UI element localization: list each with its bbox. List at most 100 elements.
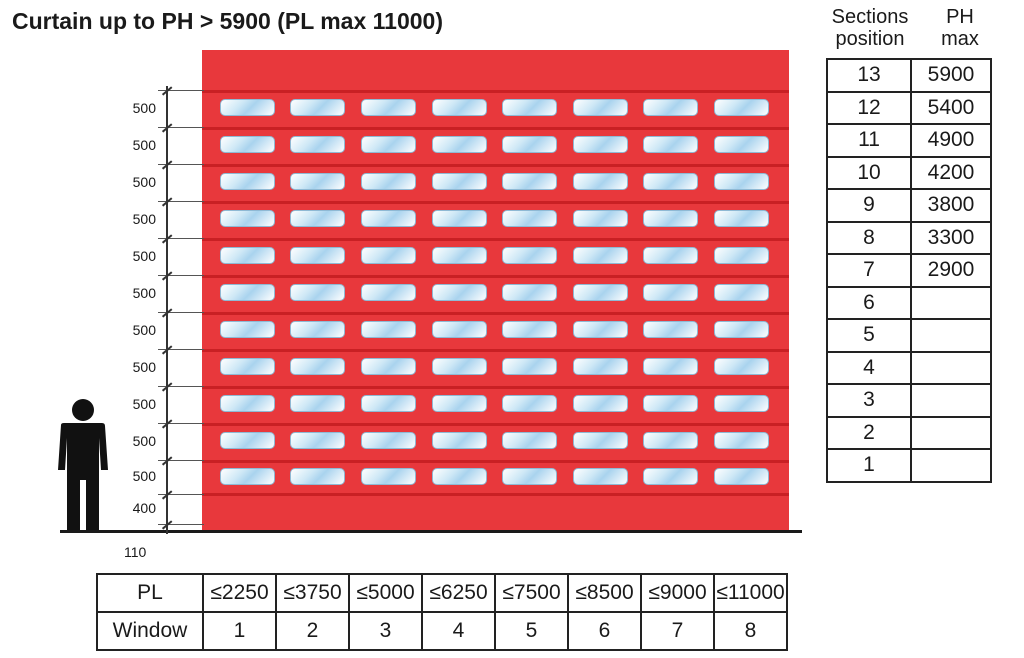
section-position-cell: 12: [826, 90, 912, 125]
dimension-tick: [158, 164, 204, 165]
window-pane: [290, 284, 345, 301]
table-row: 5: [826, 318, 992, 353]
section-position-cell: 10: [826, 155, 912, 190]
ph-max-cell: 4200: [910, 155, 992, 190]
pl-value-cell: ≤5000: [348, 573, 423, 613]
ph-max-cell: 5900: [910, 58, 992, 93]
dimension-label: 500: [132, 321, 156, 338]
window-pane: [714, 247, 769, 264]
section-position-cell: 6: [826, 285, 912, 320]
window-pane: [714, 99, 769, 116]
section-position-cell: 11: [826, 123, 912, 158]
dimension-tick: [158, 349, 204, 350]
window-pane: [643, 395, 698, 412]
table-row: 9 3800: [826, 188, 992, 223]
ph-max-cell: 3300: [910, 220, 992, 255]
ground-line: [60, 530, 802, 533]
ph-max-header: PH max: [920, 6, 1000, 50]
table-row: 4: [826, 350, 992, 385]
pl-row: PL ≤2250 ≤3750 ≤5000 ≤6250 ≤7500 ≤8500 ≤9000 ≤1…: [96, 573, 788, 613]
panel-seam: [202, 127, 789, 130]
table-row: 1: [826, 448, 992, 483]
window-pane: [290, 321, 345, 338]
ph-max-cell: [910, 383, 992, 418]
window-pane: [220, 136, 275, 153]
window-pane: [502, 321, 557, 338]
dimension-label: 500: [132, 247, 156, 264]
window-pane: [361, 99, 416, 116]
dimension-label: 500: [132, 432, 156, 449]
person-icon: [58, 399, 108, 530]
panel-seam: [202, 460, 789, 463]
table-row: 3: [826, 383, 992, 418]
window-pane: [502, 173, 557, 190]
dimension-label: 500: [132, 358, 156, 375]
pl-value-cell: ≤11000: [713, 573, 788, 613]
window-count-cell: 3: [348, 611, 423, 651]
panel-seam: [202, 90, 789, 93]
window-pane: [220, 358, 275, 375]
ph-max-cell: [910, 285, 992, 320]
window-pane: [432, 210, 487, 227]
table-row: 2: [826, 415, 992, 450]
ph-max-cell: [910, 350, 992, 385]
ph-max-cell: 5400: [910, 90, 992, 125]
ph-max-cell: 4900: [910, 123, 992, 158]
table-row: 8 3300: [826, 220, 992, 255]
window-pane: [220, 432, 275, 449]
panel-seam: [202, 201, 789, 204]
window-pane: [361, 210, 416, 227]
window-pane: [502, 284, 557, 301]
dimension-tick: [158, 460, 204, 461]
window-pane: [643, 432, 698, 449]
window-pane: [432, 247, 487, 264]
sections-header-line1: Sections: [831, 6, 909, 28]
table-row: 6: [826, 285, 992, 320]
window-pane: [290, 210, 345, 227]
window-pane: [361, 468, 416, 485]
window-pane: [361, 432, 416, 449]
window-pane: [432, 432, 487, 449]
window-pane: [714, 321, 769, 338]
window-pane: [290, 99, 345, 116]
window-pane: [573, 284, 628, 301]
ph-max-cell: [910, 448, 992, 483]
window-pane: [220, 173, 275, 190]
window-pane: [290, 136, 345, 153]
window-pane: [290, 247, 345, 264]
dimension-tick: [158, 201, 204, 202]
section-position-cell: 13: [826, 58, 912, 93]
panel-seam: [202, 493, 789, 496]
section-position-cell: 7: [826, 253, 912, 288]
dimension-label: 500: [132, 284, 156, 301]
window-pane: [220, 468, 275, 485]
dimension-tick: [158, 127, 204, 128]
dimension-label: 500: [132, 136, 156, 153]
window-pane: [714, 358, 769, 375]
window-pane: [714, 284, 769, 301]
section-position-cell: 9: [826, 188, 912, 223]
window-pane: [290, 468, 345, 485]
window-pane: [502, 136, 557, 153]
panel-seam: [202, 238, 789, 241]
table-row: 12 5400: [826, 90, 992, 125]
window-pane: [643, 136, 698, 153]
window-pane: [573, 321, 628, 338]
window-count-cell: 2: [275, 611, 350, 651]
dimension-label: 500: [132, 99, 156, 116]
window-pane: [220, 210, 275, 227]
panel-seam: [202, 349, 789, 352]
dimension-tick: [158, 238, 204, 239]
pl-value-cell: ≤6250: [421, 573, 496, 613]
window-count-cell: 7: [640, 611, 715, 651]
panel-seam: [202, 164, 789, 167]
window-pane: [502, 247, 557, 264]
window-count-cell: 1: [202, 611, 277, 651]
table-row: 11 4900: [826, 123, 992, 158]
pl-value-cell: ≤3750: [275, 573, 350, 613]
dimension-tick: [158, 312, 204, 313]
window-pane: [643, 358, 698, 375]
window-pane: [714, 173, 769, 190]
window-pane: [573, 247, 628, 264]
